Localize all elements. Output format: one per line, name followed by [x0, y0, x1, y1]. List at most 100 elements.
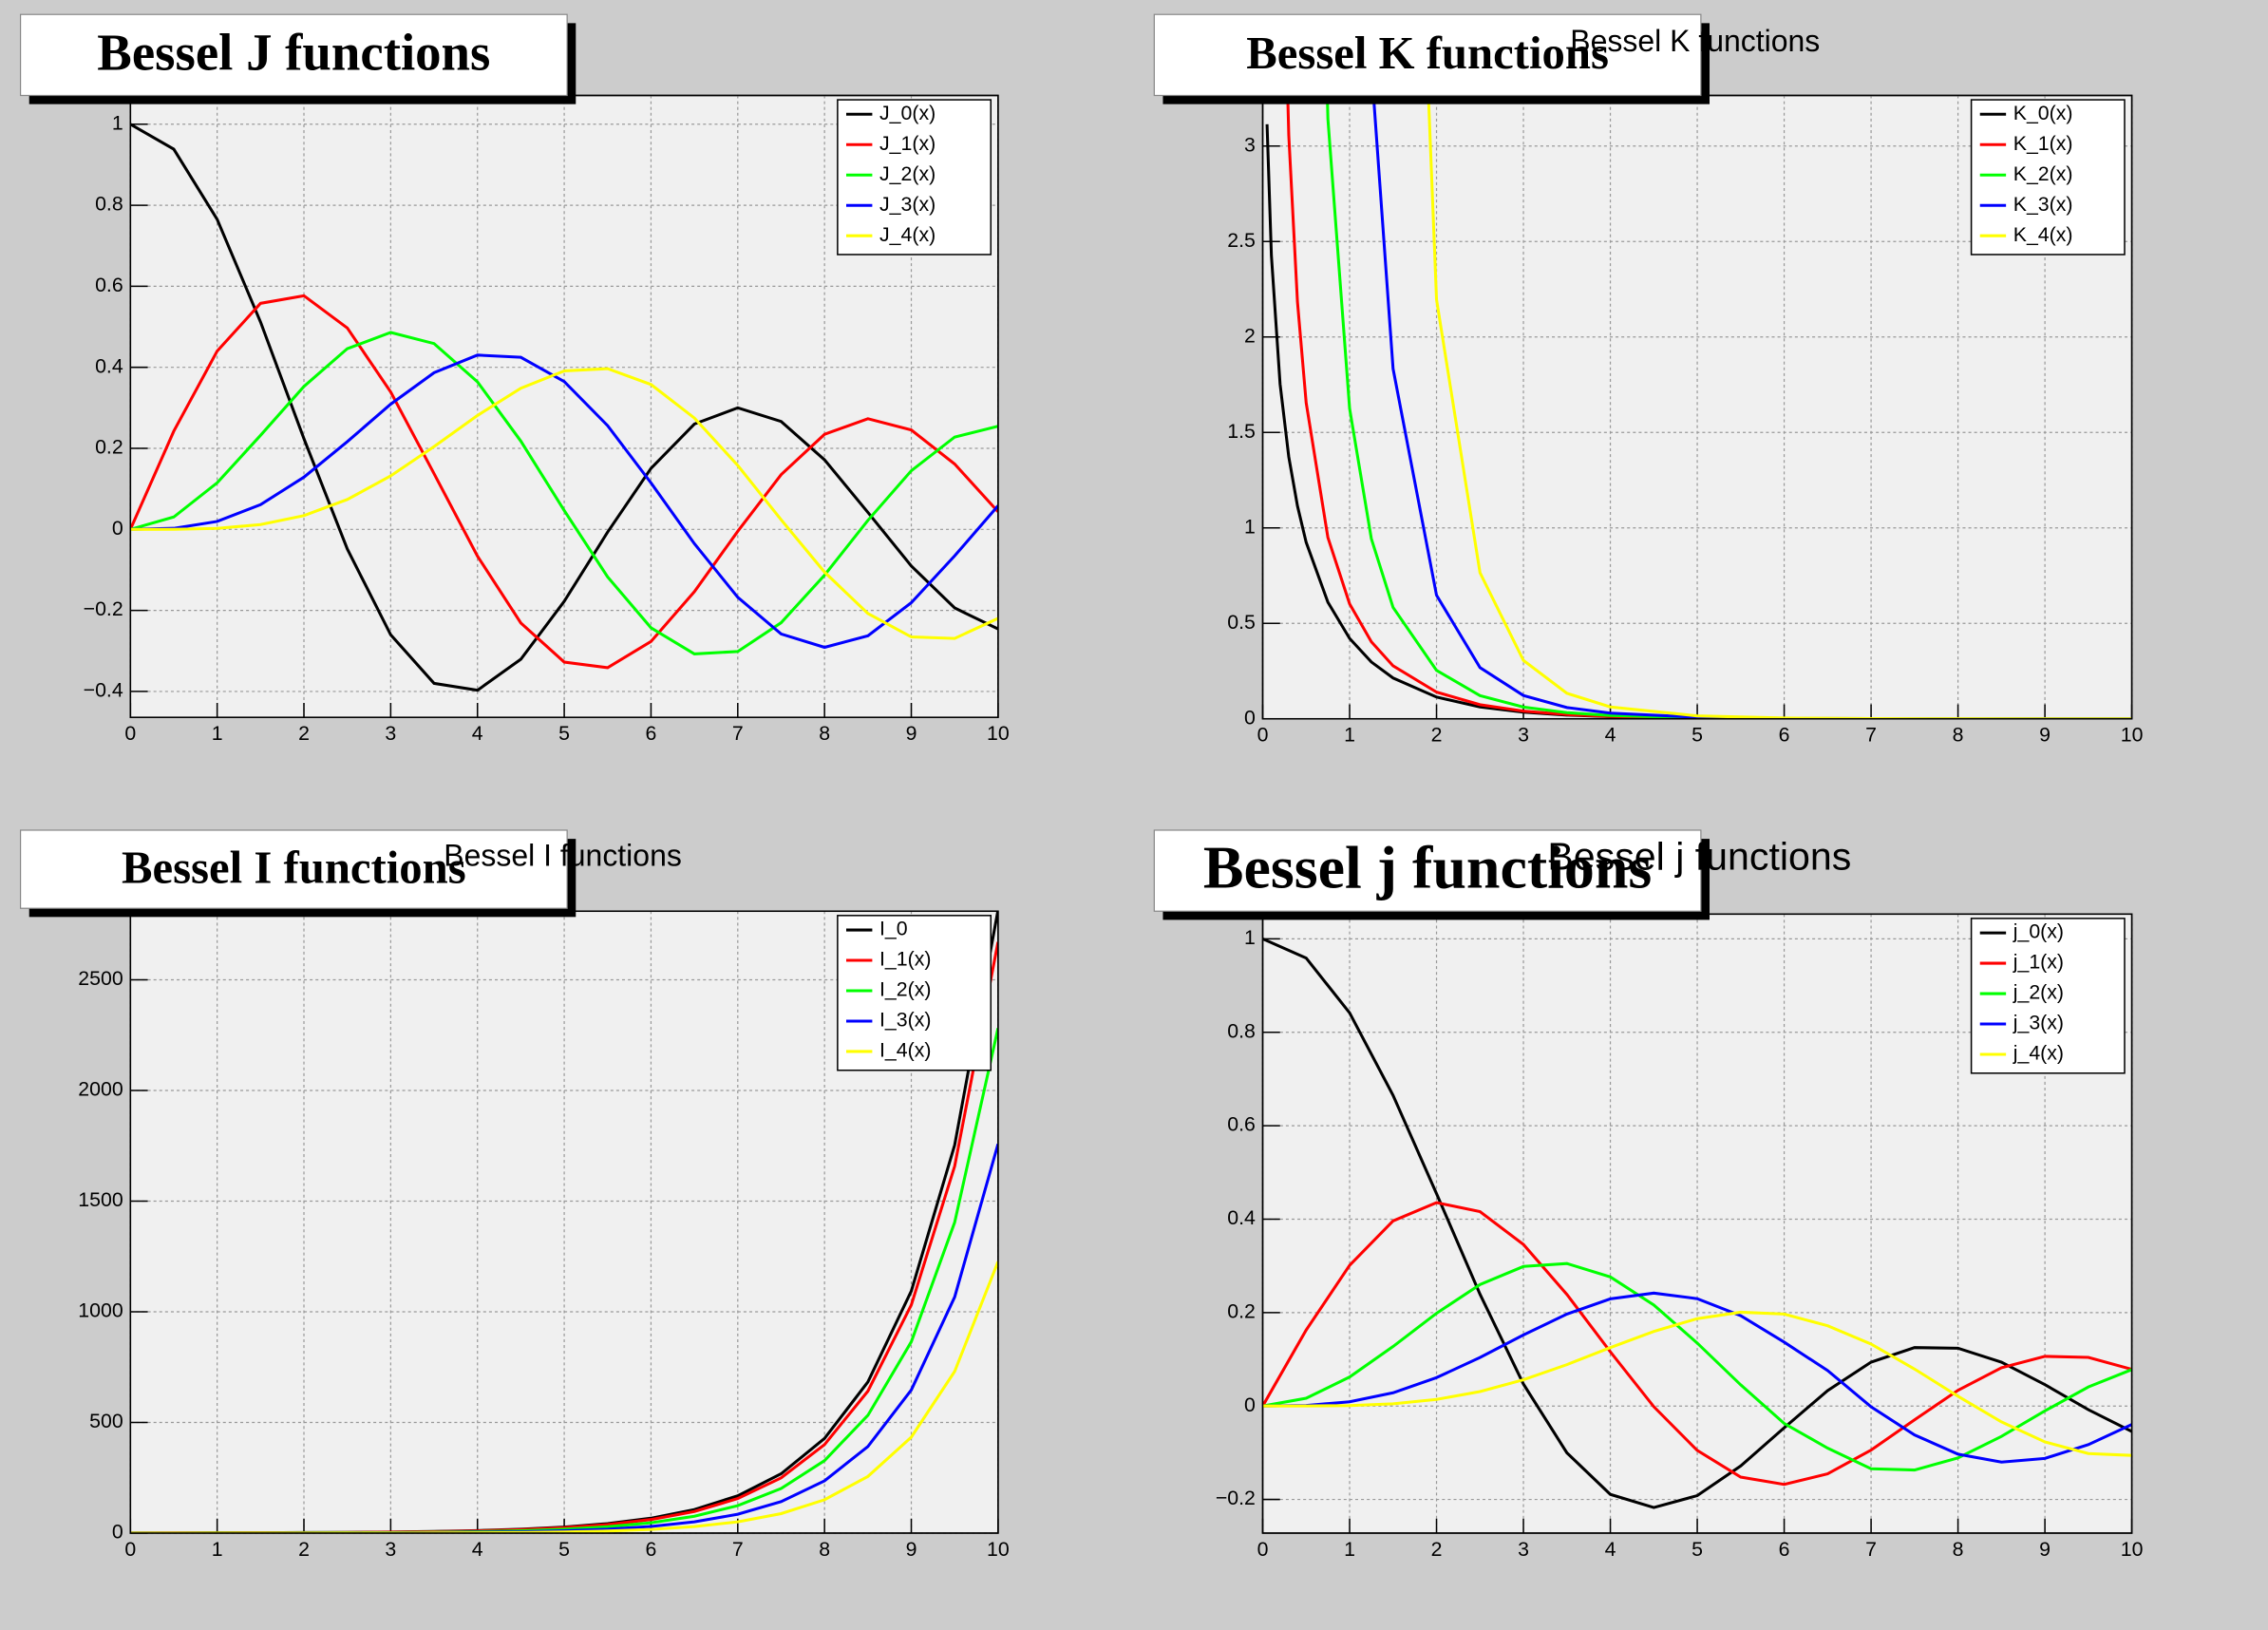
- y-tick-label: 0: [1244, 1393, 1256, 1416]
- legend-box: [837, 915, 992, 1071]
- y-tick-label: 0.4: [1227, 1206, 1256, 1229]
- y-tick-label: 3: [1244, 133, 1256, 156]
- x-tick-label: 0: [124, 1538, 136, 1561]
- series-line: [130, 331, 998, 655]
- x-tick-label: 9: [2039, 1538, 2051, 1561]
- x-tick-label: 1: [212, 1538, 223, 1561]
- series-line: [1262, 1261, 2132, 1472]
- x-tick-label: 7: [732, 1538, 744, 1561]
- x-tick-label: 9: [906, 722, 917, 745]
- legend-label: K_4(x): [2013, 223, 2073, 246]
- x-tick-label: 7: [1865, 724, 1877, 747]
- y-tick-label: −0.2: [1216, 1487, 1256, 1509]
- x-tick-label: 6: [646, 1538, 657, 1561]
- x-tick-label: 10: [987, 722, 1010, 745]
- title-box: [19, 13, 568, 97]
- series-line: [1262, 1201, 2132, 1487]
- legend-label: J_1(x): [879, 132, 936, 155]
- x-tick-label: 8: [819, 722, 830, 745]
- x-tick-label: 3: [1518, 724, 1529, 747]
- x-tick-label: 4: [472, 1538, 483, 1561]
- y-tick-label: 2.5: [1227, 229, 1256, 252]
- y-tick-label: 0.8: [95, 193, 123, 216]
- legend-label: j_0(x): [2013, 920, 2064, 943]
- x-tick-label: 9: [906, 1538, 917, 1561]
- x-tick-label: 2: [1431, 1538, 1443, 1561]
- y-tick-label: 0: [1244, 706, 1256, 729]
- legend-label: j_1(x): [2013, 951, 2064, 974]
- x-tick-label: 0: [1257, 724, 1269, 747]
- legend-label: K_1(x): [2013, 132, 2073, 155]
- series-line: [1262, 937, 2132, 1509]
- legend-label: J_0(x): [879, 102, 936, 124]
- x-tick-label: 8: [1953, 724, 1964, 747]
- legend-label: I_4(x): [879, 1039, 931, 1062]
- x-tick-label: 0: [1257, 1538, 1269, 1561]
- x-tick-label: 5: [558, 722, 570, 745]
- series-line: [1262, 1310, 2132, 1457]
- y-tick-label: 0.4: [95, 354, 123, 377]
- series-line: [130, 123, 998, 692]
- x-tick-label: 3: [1518, 1538, 1529, 1561]
- series-line: [130, 294, 998, 670]
- title-box: [19, 829, 568, 909]
- x-tick-label: 7: [732, 722, 744, 745]
- x-tick-label: 7: [1865, 1538, 1877, 1561]
- x-tick-label: 3: [385, 1538, 396, 1561]
- y-tick-label: 0.8: [1227, 1019, 1256, 1042]
- y-tick-label: 0.5: [1227, 611, 1256, 634]
- x-tick-label: 6: [1779, 724, 1790, 747]
- y-tick-label: 2000: [78, 1078, 123, 1101]
- legend-label: j_2(x): [2013, 981, 2064, 1004]
- legend-label: J_3(x): [879, 193, 936, 216]
- y-tick-label: 2500: [78, 967, 123, 990]
- legend-label: I_0: [879, 918, 908, 940]
- x-tick-label: 1: [1344, 1538, 1355, 1561]
- y-tick-label: 500: [89, 1410, 123, 1432]
- y-tick-label: 0: [112, 517, 123, 540]
- series-line: [130, 367, 998, 640]
- legend-label: J_4(x): [879, 223, 936, 246]
- x-tick-label: 5: [1692, 1538, 1703, 1561]
- x-tick-label: 9: [2039, 724, 2051, 747]
- title-box: [1153, 829, 1702, 912]
- x-tick-label: 10: [987, 1538, 1010, 1561]
- y-tick-label: 1.5: [1227, 420, 1256, 443]
- y-tick-label: 1: [1244, 926, 1256, 949]
- x-tick-label: 4: [1605, 1538, 1616, 1561]
- y-tick-label: 0.6: [1227, 1113, 1256, 1136]
- x-tick-label: 2: [298, 722, 310, 745]
- y-tick-label: 1: [112, 111, 123, 134]
- legend-label: j_3(x): [2013, 1012, 2064, 1034]
- x-tick-label: 1: [212, 722, 223, 745]
- x-tick-label: 5: [1692, 724, 1703, 747]
- legend-box: [837, 99, 992, 256]
- title-box: [1153, 13, 1702, 97]
- chart-subtitle: Bessel j functions: [1547, 834, 1851, 878]
- x-tick-label: 10: [2121, 1538, 2144, 1561]
- x-tick-label: 5: [558, 1538, 570, 1561]
- y-tick-label: −0.4: [84, 679, 123, 702]
- chart-subtitle: Bessel I functions: [444, 838, 682, 872]
- x-tick-label: 8: [819, 1538, 830, 1561]
- x-tick-label: 8: [1953, 1538, 1964, 1561]
- x-tick-label: 10: [2121, 724, 2144, 747]
- x-tick-label: 4: [472, 722, 483, 745]
- series-line: [1262, 1291, 2132, 1464]
- y-tick-label: 0.2: [95, 436, 123, 459]
- legend-label: I_1(x): [879, 948, 931, 971]
- legend-label: K_0(x): [2013, 102, 2073, 124]
- x-tick-label: 1: [1344, 724, 1355, 747]
- chart-subtitle: Bessel K functions: [1570, 24, 1820, 58]
- chart-title: Bessel K functions: [1246, 28, 1609, 79]
- y-tick-label: 0.6: [95, 274, 123, 296]
- y-tick-label: 0.2: [1227, 1299, 1256, 1322]
- series-line: [130, 353, 998, 650]
- y-tick-label: 1000: [78, 1299, 123, 1322]
- legend-label: I_3(x): [879, 1009, 931, 1032]
- legend-label: K_2(x): [2013, 162, 2073, 185]
- x-tick-label: 2: [1431, 724, 1443, 747]
- legend-box: [1970, 99, 2126, 256]
